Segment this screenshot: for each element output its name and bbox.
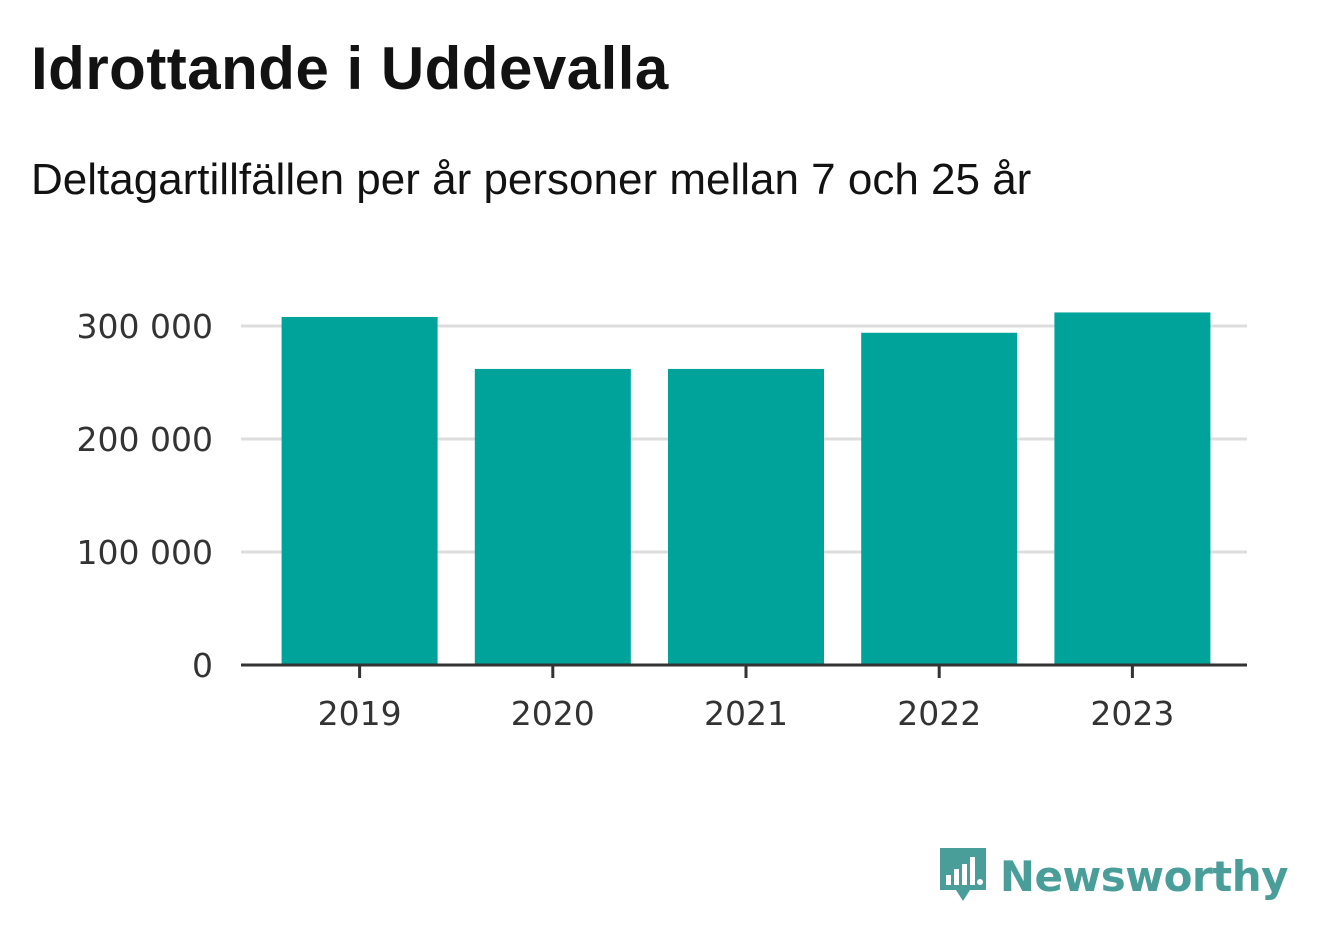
newsworthy-logo: Newsworthy bbox=[938, 844, 1289, 909]
bars bbox=[281, 312, 1211, 665]
y-tick-label: 300 000 bbox=[77, 307, 213, 346]
bar bbox=[668, 368, 824, 665]
x-tick-label: 2021 bbox=[704, 694, 788, 733]
x-tick-label: 2019 bbox=[318, 694, 402, 733]
chart-title: Idrottande i Uddevalla bbox=[31, 35, 669, 102]
y-tick-label: 200 000 bbox=[77, 420, 213, 459]
bar bbox=[861, 332, 1018, 665]
axes: 0 100 000 200 000 300 000 2019 2020 2021 2022 20… bbox=[77, 307, 1247, 733]
bar bbox=[281, 316, 438, 665]
bar bbox=[1054, 312, 1211, 665]
x-tick-label: 2023 bbox=[1090, 694, 1174, 733]
y-tick-label: 100 000 bbox=[77, 533, 213, 572]
bar bbox=[474, 368, 631, 665]
bar-chart-speech-bubble-icon bbox=[938, 844, 988, 909]
x-tick-label: 2020 bbox=[511, 694, 595, 733]
chart-subtitle: Deltagartillfällen per år personer mella… bbox=[31, 155, 1032, 204]
brand-name: Newsworthy bbox=[999, 852, 1289, 901]
y-tick-label: 0 bbox=[192, 646, 213, 685]
x-tick-label: 2022 bbox=[897, 694, 981, 733]
